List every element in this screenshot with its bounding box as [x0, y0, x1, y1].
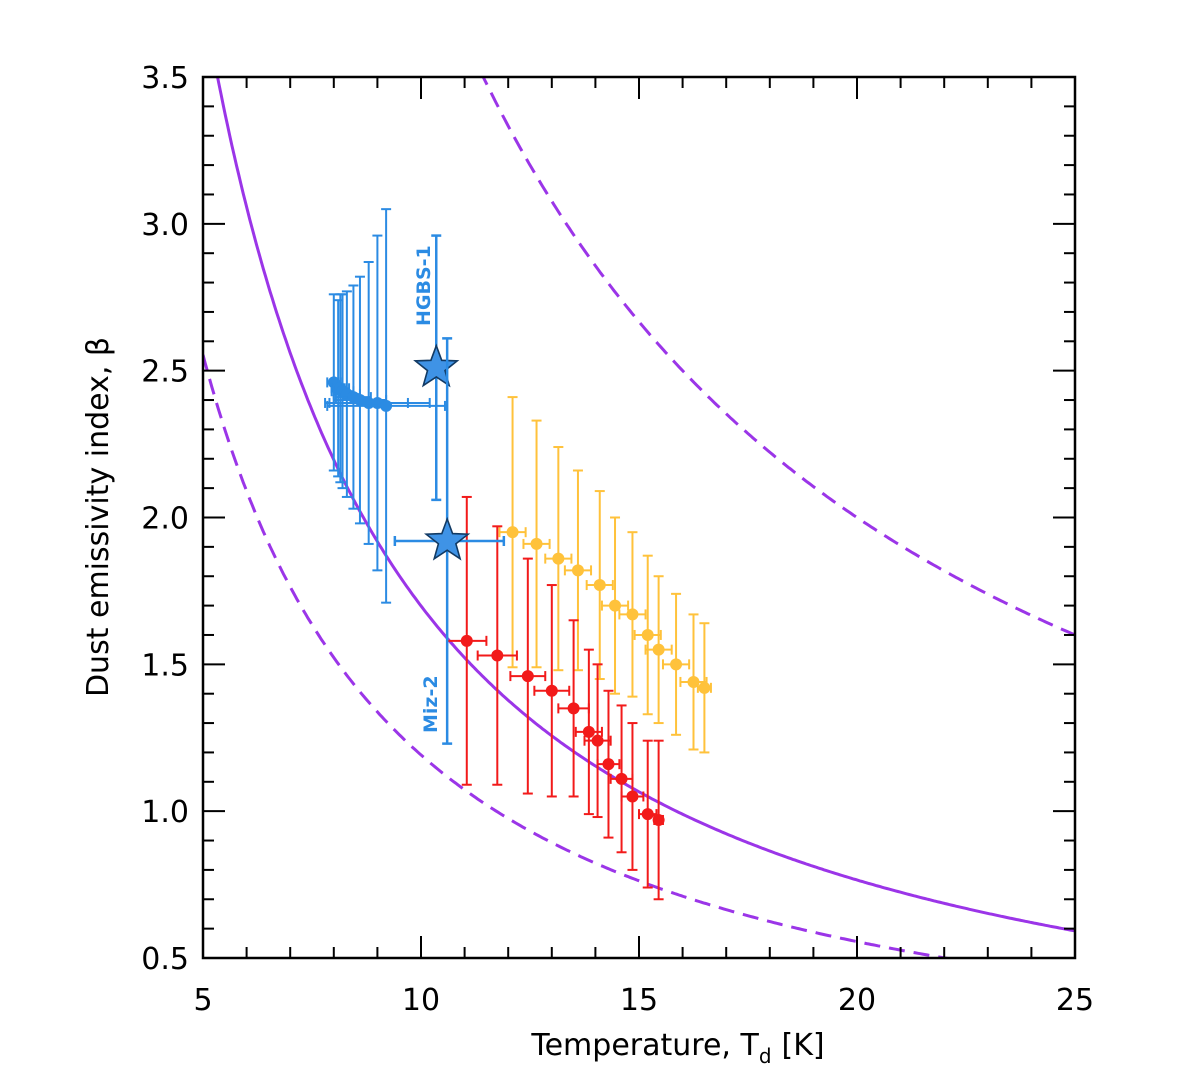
y-tick-label: 3.5 — [141, 61, 189, 96]
x-tick-label: 20 — [838, 983, 876, 1018]
red-marker — [521, 670, 534, 683]
data-points — [324, 208, 712, 901]
x-tick-label: 5 — [193, 983, 212, 1018]
y-tick-label: 0.5 — [141, 942, 189, 977]
star-miz-2 — [393, 337, 506, 745]
blue-marker — [380, 399, 393, 412]
orange-point-3 — [563, 469, 593, 672]
orange-marker — [698, 681, 711, 694]
y-tick-label: 1.0 — [141, 795, 189, 830]
x-axis-label-subscript: d — [759, 1044, 772, 1068]
red-marker — [545, 684, 558, 697]
orange-marker — [609, 599, 622, 612]
orange-point-7 — [633, 554, 662, 716]
curve-dashed-2 — [203, 354, 955, 958]
red-point-1 — [476, 525, 518, 786]
orange-marker — [641, 628, 654, 641]
x-axis-label: Temperature, Td [K] — [530, 1028, 824, 1068]
orange-point-2 — [544, 446, 573, 672]
red-marker — [491, 649, 504, 662]
red-point-6 — [583, 663, 612, 819]
red-point-4 — [557, 619, 590, 798]
curve-solid — [216, 77, 1075, 933]
star-marker — [423, 516, 471, 561]
star-hgbs-1 — [413, 234, 460, 502]
star-marker — [413, 343, 460, 388]
red-marker — [641, 808, 654, 821]
orange-marker — [530, 537, 543, 550]
red-point-7 — [596, 689, 621, 839]
y-tick-label: 2.0 — [141, 502, 189, 537]
red-marker — [602, 758, 615, 771]
axis-ticks: 5 10 15 20 25 0.5 1.0 1.5 2.0 2.5 3.0 3.5 — [141, 61, 1094, 1018]
orange-point-5 — [600, 516, 630, 695]
red-marker — [567, 702, 580, 715]
red-marker — [591, 734, 604, 747]
orange-marker — [571, 564, 584, 577]
x-tick-label: 25 — [1056, 983, 1094, 1018]
plot-frame — [201, 75, 1077, 960]
annotation-miz-2: Miz-2 — [420, 675, 442, 733]
red-point-3 — [533, 584, 571, 798]
orange-point-0 — [498, 396, 527, 669]
red-marker — [652, 813, 665, 826]
red-point-9 — [620, 722, 645, 871]
orange-marker — [687, 675, 700, 688]
x-axis-label-main: Temperature, T — [530, 1028, 759, 1063]
y-tick-label: 2.5 — [141, 355, 189, 390]
annotation-hgbs-1: HGBS-1 — [413, 245, 435, 326]
y-axis-label: Dust emissivity index, β — [81, 337, 116, 697]
red-marker — [626, 790, 639, 803]
red-marker — [582, 725, 595, 738]
blue-point-9 — [326, 208, 446, 604]
curve-dashed-1 — [481, 77, 1075, 637]
orange-marker — [670, 658, 683, 671]
model-curves — [203, 77, 1075, 958]
orange-point-9 — [661, 592, 691, 736]
star-markers — [393, 234, 506, 745]
orange-marker — [626, 608, 639, 621]
orange-marker — [552, 552, 565, 565]
red-point-5 — [574, 648, 603, 816]
orange-point-8 — [644, 575, 673, 725]
x-tick-label: 10 — [402, 983, 440, 1018]
x-tick-label: 15 — [620, 983, 658, 1018]
orange-point-1 — [522, 419, 551, 669]
y-tick-label: 1.5 — [141, 648, 189, 683]
orange-point-10 — [679, 613, 708, 751]
orange-marker — [593, 579, 606, 592]
red-marker — [615, 772, 628, 785]
red-point-8 — [609, 704, 634, 854]
red-point-2 — [509, 557, 547, 795]
red-point-11 — [652, 739, 665, 901]
orange-marker — [506, 526, 519, 539]
red-marker — [460, 634, 473, 647]
orange-point-11 — [696, 622, 712, 754]
y-tick-label: 3.0 — [141, 208, 189, 243]
orange-marker — [652, 643, 665, 656]
orange-point-4 — [585, 490, 614, 681]
orange-point-6 — [618, 531, 647, 698]
x-axis-label-unit: [K] — [782, 1028, 825, 1063]
red-point-10 — [638, 739, 658, 889]
